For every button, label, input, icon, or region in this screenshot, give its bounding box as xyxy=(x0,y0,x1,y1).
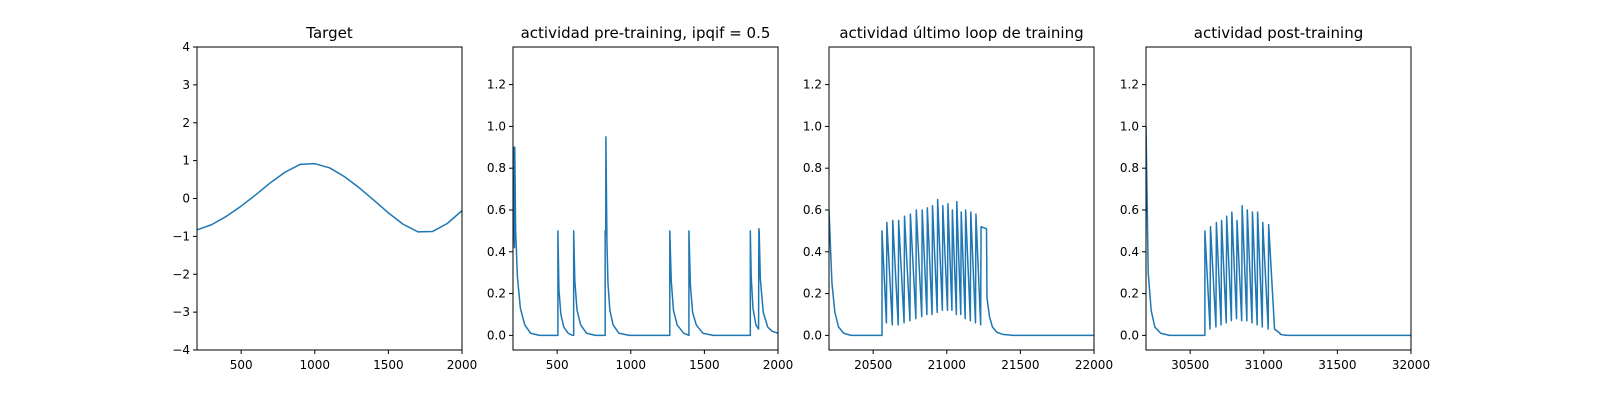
y-tick-label: 2 xyxy=(182,116,190,130)
chart-panel-3: actividad último loop de training 20500 21… xyxy=(803,24,1113,372)
x-tick-label: 1500 xyxy=(689,358,720,372)
series-line-1 xyxy=(1146,126,1411,337)
y-tick-label: 0.0 xyxy=(1120,328,1139,342)
axes-frame xyxy=(196,46,463,351)
x-tick-label: 1500 xyxy=(373,358,404,372)
y-tick-label: 0.0 xyxy=(487,328,506,342)
x-tick-label: 31500 xyxy=(1318,358,1356,372)
y-tick-label: 0.0 xyxy=(803,328,822,342)
x-tick-label: 22000 xyxy=(1075,358,1113,372)
y-tick-label: −1 xyxy=(172,229,190,243)
x-tick-label: 2000 xyxy=(447,358,478,372)
y-tick-label: 0.6 xyxy=(487,203,506,217)
chart-title: actividad pre-training, ipqif = 0.5 xyxy=(521,24,771,42)
y-tick-label: −3 xyxy=(172,305,190,319)
series-line-1 xyxy=(513,136,778,337)
y-tick-label: 1.0 xyxy=(487,119,506,133)
x-tick-label: 31000 xyxy=(1245,358,1283,372)
x-tick-label: 2000 xyxy=(763,358,794,372)
y-tick-label: 0.4 xyxy=(487,245,506,259)
y-tick-label: 4 xyxy=(182,40,190,54)
y-tick-label: 0.2 xyxy=(803,287,822,301)
x-tick-label: 1000 xyxy=(616,358,647,372)
chart-title: Target xyxy=(305,24,353,42)
x-tick-label: 21000 xyxy=(928,358,966,372)
y-tick-label: 1.2 xyxy=(487,78,506,92)
axes-frame xyxy=(1145,46,1412,351)
chart-title: actividad post-training xyxy=(1194,24,1363,42)
y-tick-label: 1.0 xyxy=(1120,119,1139,133)
y-tick-label: 0.2 xyxy=(1120,287,1139,301)
chart-panel-2: actividad pre-training, ipqif = 0.5 500 10… xyxy=(487,24,793,372)
chart-panel-1: Target 500 1000 1500 2000 −4 −3 −2 −1 0 1 2 3 4 xyxy=(172,24,477,372)
x-tick-label: 30500 xyxy=(1171,358,1209,372)
axes-frame xyxy=(828,46,1095,351)
x-tick-label: 21500 xyxy=(1001,358,1039,372)
chart-title: actividad último loop de training xyxy=(839,24,1083,42)
y-tick-label: 1 xyxy=(182,154,190,168)
y-tick-label: 1.0 xyxy=(803,119,822,133)
y-tick-label: 0.2 xyxy=(487,287,506,301)
y-tick-label: 0.8 xyxy=(487,161,506,175)
y-tick-label: 1.2 xyxy=(803,78,822,92)
y-tick-label: 0 xyxy=(182,192,190,206)
y-tick-label: 3 xyxy=(182,78,190,92)
y-tick-label: 0.6 xyxy=(1120,203,1139,217)
x-tick-label: 500 xyxy=(546,358,569,372)
chart-panel-4: actividad post-training 30500 31000 31500 32… xyxy=(1120,24,1430,372)
y-tick-label: 0.8 xyxy=(803,161,822,175)
series-line-1 xyxy=(829,198,1094,337)
x-tick-label: 32000 xyxy=(1392,358,1430,372)
x-tick-label: 20500 xyxy=(854,358,892,372)
axes-frame xyxy=(512,46,779,351)
y-tick-label: 0.8 xyxy=(1120,161,1139,175)
y-tick-label: 1.2 xyxy=(1120,78,1139,92)
x-tick-label: 500 xyxy=(230,358,253,372)
y-tick-label: 0.6 xyxy=(803,203,822,217)
y-tick-label: −2 xyxy=(172,267,190,281)
x-tick-label: 1000 xyxy=(300,358,331,372)
y-tick-label: −4 xyxy=(172,343,190,357)
y-tick-label: 0.4 xyxy=(1120,245,1139,259)
y-tick-label: 0.4 xyxy=(803,245,822,259)
series-line-1 xyxy=(197,162,462,233)
